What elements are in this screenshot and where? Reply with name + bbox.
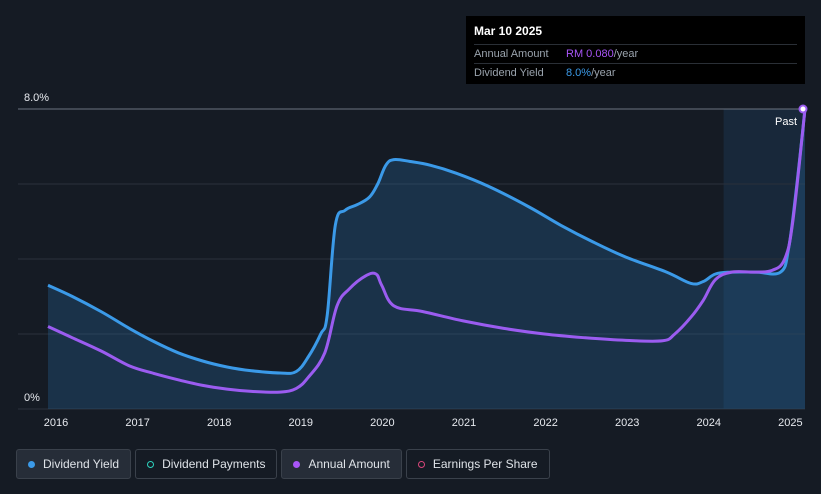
legend-label: Annual Amount [308,457,390,471]
tooltip-yield-label: Dividend Yield [474,67,544,79]
y-tick-label: 8.0% [24,92,49,104]
tooltip-date: Mar 10 2025 [474,24,543,38]
x-tick-label: 2018 [207,417,231,429]
dividend-yield-line [47,108,807,375]
legend-label: Earnings Per Share [432,457,538,471]
tooltip-annual-label: Annual Amount [474,48,549,60]
legend-earnings-per-share[interactable]: Earnings Per Share [405,449,550,479]
legend-label: Dividend Yield [43,457,120,471]
tooltip-annual-value: RM 0.080 [566,48,614,60]
legend-dividend-payments[interactable]: Dividend Payments [135,449,278,479]
chart-grid [18,108,805,410]
y-tick-label: 0% [24,392,40,404]
x-tick-label: 2020 [370,417,394,429]
legend: Dividend Yield Dividend Payments Annual … [16,449,550,479]
legend-dot-icon [28,460,35,468]
x-tick-label: 2016 [44,417,68,429]
x-tick-label: 2021 [452,417,476,429]
legend-dividend-yield[interactable]: Dividend Yield [16,449,132,479]
legend-ring-icon [147,460,155,468]
tooltip-yield-row: Dividend Yield 8.0%/year [474,63,797,82]
tooltip: Mar 10 2025 Annual Amount RM 0.080/year … [466,16,805,84]
x-tick-label: 2023 [615,417,639,429]
tooltip-yield-value: 8.0% [566,67,592,79]
legend-dot-icon [293,460,301,468]
x-tick-label: 2022 [533,417,557,429]
x-axis-ticks: 2016 2017 2018 2019 2020 2021 2022 2023 2024 2025 [44,417,803,429]
legend-ring-icon [417,460,425,468]
x-tick-label: 2024 [697,417,721,429]
annual-amount-line [47,108,807,394]
x-tick-label: 2017 [125,417,149,429]
past-label: Past [775,116,797,128]
legend-label: Dividend Payments [162,457,266,471]
dividend-yield-area [48,109,805,409]
legend-annual-amount[interactable]: Annual Amount [281,449,402,479]
tooltip-annual-row: Annual Amount RM 0.080/year [474,44,797,63]
current-value-marker[interactable] [798,104,808,114]
tooltip-annual-unit: /year [613,48,639,60]
x-tick-label: 2025 [778,417,802,429]
tooltip-yield-unit: /year [591,67,616,79]
x-tick-label: 2019 [289,417,313,429]
y-axis-ticks: 8.0% 0% [24,92,49,404]
